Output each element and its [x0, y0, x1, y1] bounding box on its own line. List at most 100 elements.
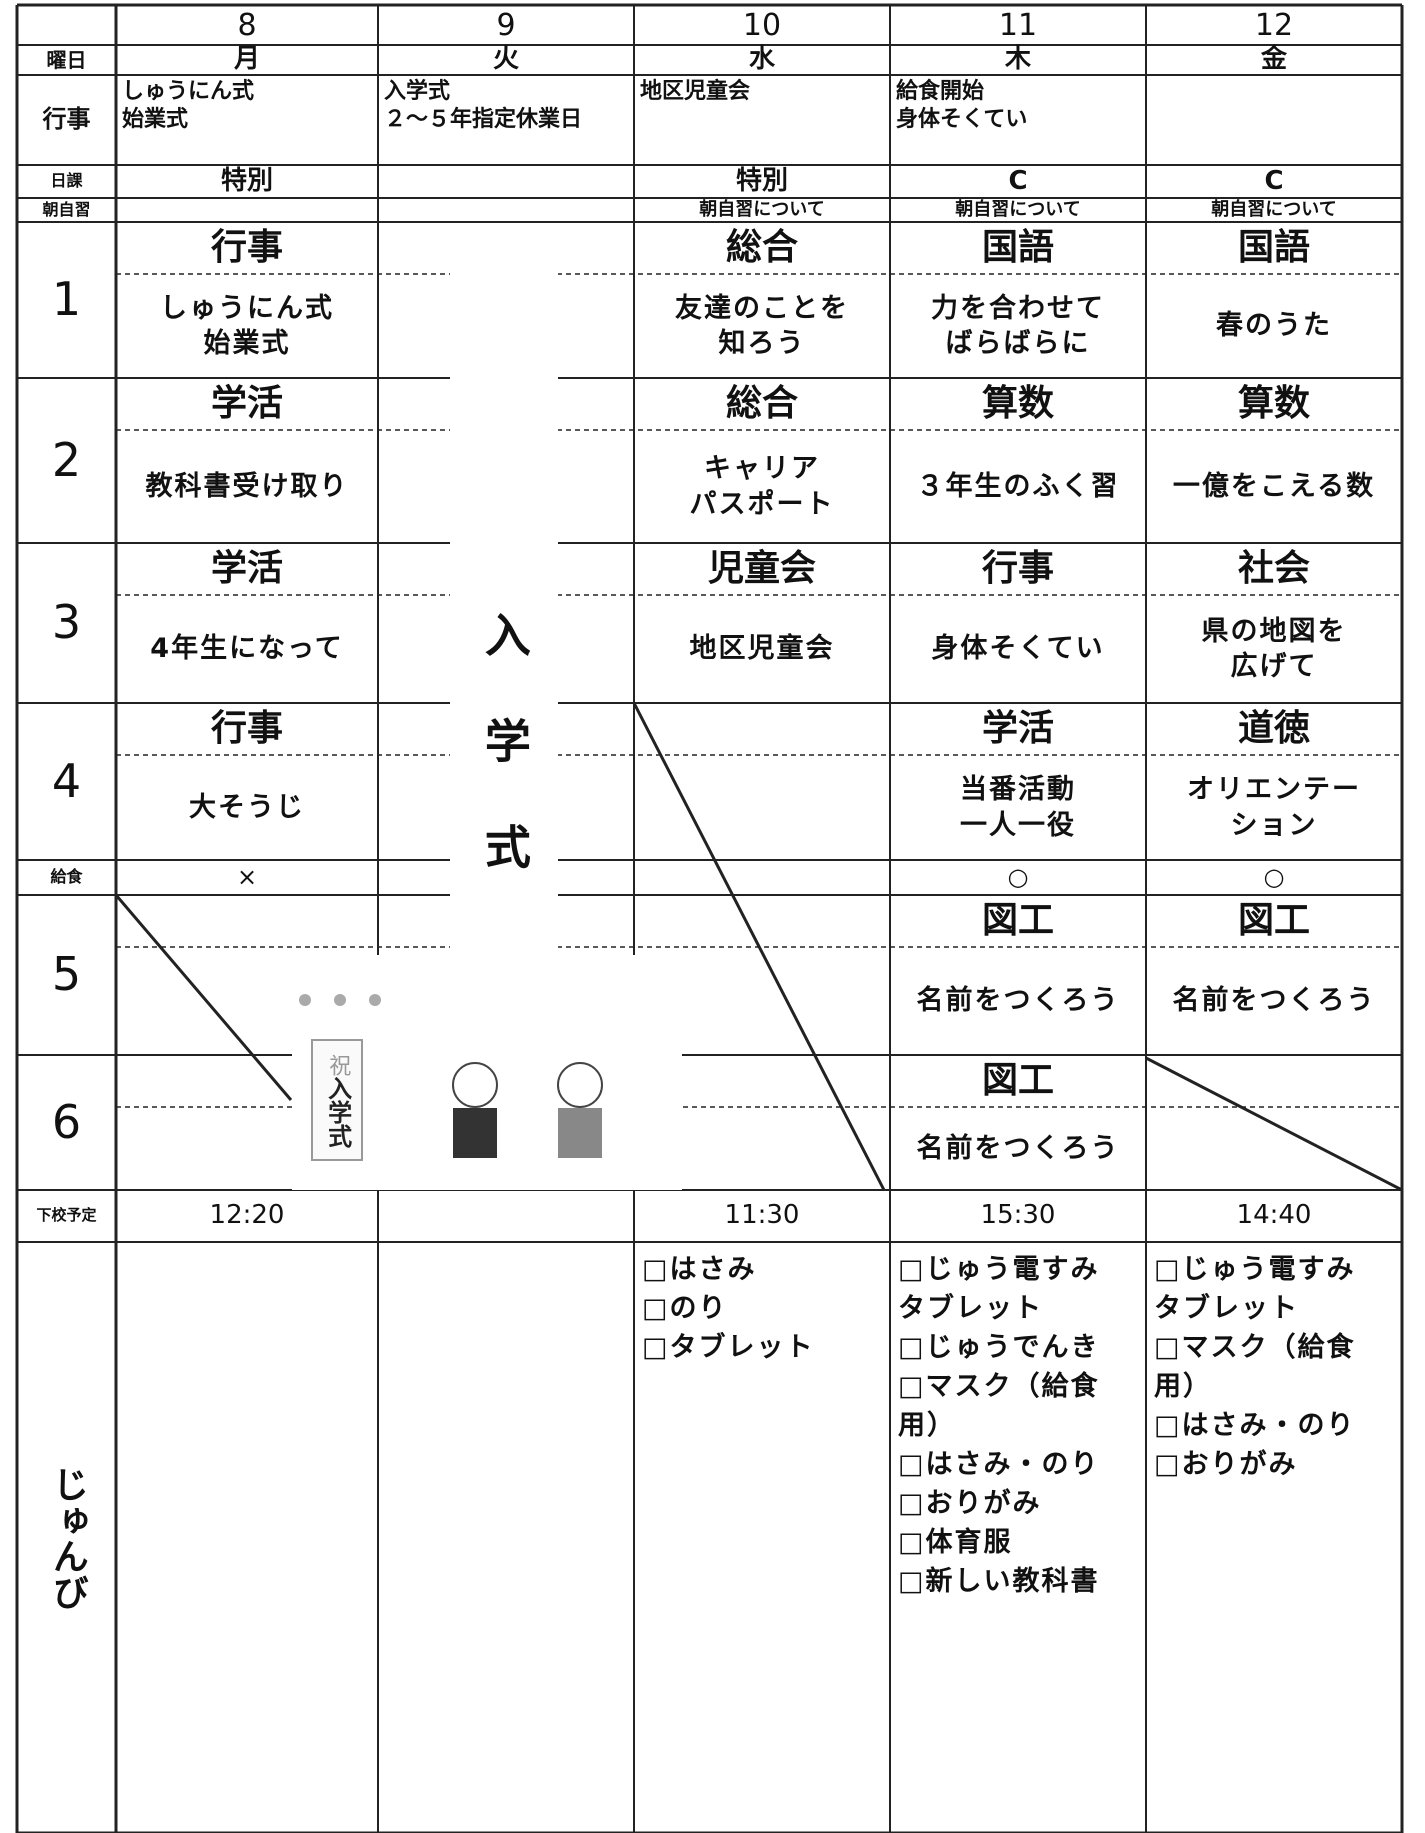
- content-text: 友達のことを: [675, 292, 849, 324]
- decoration: [299, 994, 311, 1006]
- events-label: 行事: [42, 105, 91, 134]
- morning-study-cell: 朝自習について: [634, 198, 890, 222]
- subject: 算数: [981, 382, 1054, 424]
- schedule-cell: 特別: [116, 165, 378, 198]
- content-text: パスポート: [689, 488, 835, 520]
- subject-cell: 図工: [890, 895, 1146, 947]
- date-cell: 8: [116, 5, 378, 45]
- lunch-label: 給食: [50, 867, 83, 887]
- weekday: 月: [233, 44, 260, 75]
- date-cell: 9: [378, 5, 634, 45]
- event-text: 地区児童会: [640, 79, 751, 104]
- child-body: [453, 1108, 497, 1158]
- subject: 学活: [981, 707, 1054, 749]
- period-number-cell: 2: [17, 378, 116, 543]
- content-text: キャリア: [704, 453, 820, 485]
- content-text: 県の地図を: [1201, 615, 1347, 647]
- prep-item: □はさみ: [642, 1254, 757, 1285]
- prep-item: □タブレット: [642, 1332, 815, 1363]
- date: 12: [1254, 7, 1294, 43]
- content-cell: 当番活動 一人一役: [890, 755, 1146, 860]
- prep-item: □体育服: [898, 1527, 1013, 1558]
- dismissal-cell: 12:20: [116, 1190, 378, 1242]
- dismissal-cell: 14:40: [1146, 1190, 1402, 1242]
- sign-text: 祝: [325, 1054, 351, 1076]
- content-cell: しゅうにん式 始業式: [116, 274, 378, 378]
- subject-cell: 算数: [1146, 378, 1402, 430]
- content-text: 名前をつくろう: [916, 1132, 1120, 1164]
- content-text: 春のうた: [1216, 310, 1332, 342]
- schedule-cell: C: [1146, 165, 1402, 198]
- event-text: しゅうにん式: [122, 79, 255, 104]
- subject: 図工: [1237, 899, 1310, 941]
- morning-study-cell: 朝自習について: [1146, 198, 1402, 222]
- events-label-cell: 行事: [17, 75, 116, 165]
- subject-cell: 学活: [116, 543, 378, 595]
- period-number: 4: [51, 753, 82, 808]
- subject-cell: 図工: [1146, 895, 1402, 947]
- event-text: 入学式: [384, 79, 451, 104]
- subject: 行事: [210, 226, 283, 268]
- prep-cell: □はさみ □のり □タブレット: [642, 1250, 888, 1820]
- content-text: 身体そくてい: [931, 633, 1105, 665]
- prep-item: □おりがみ: [1154, 1449, 1298, 1480]
- dismissal: 12:20: [209, 1200, 285, 1231]
- subject-cell: 算数: [890, 378, 1146, 430]
- events-cell: 入学式 ２～５年指定休業日: [384, 78, 630, 163]
- morning-label: 朝自習: [42, 199, 91, 219]
- prep-item: □じゅう電すみ: [898, 1254, 1100, 1285]
- subject-cell: 行事: [116, 703, 378, 755]
- date: 8: [237, 7, 257, 43]
- weekday: 水: [748, 44, 775, 75]
- child-head: [452, 1062, 498, 1108]
- period-number-cell: 3: [17, 543, 116, 703]
- banner-text-cell: 入学式: [450, 560, 558, 980]
- schedule: C: [1008, 165, 1028, 196]
- prep-item: 用）: [1154, 1371, 1212, 1402]
- morning-label-cell: 朝自習: [17, 198, 116, 222]
- sign-board: [311, 1039, 363, 1161]
- subject-cell: 社会: [1146, 543, 1402, 595]
- schedule-label-cell: 日課: [17, 165, 116, 198]
- decoration: [369, 994, 381, 1006]
- content-cell: 地区児童会: [634, 595, 890, 703]
- subject: 国語: [1237, 226, 1310, 268]
- subject-cell: 図工: [890, 1055, 1146, 1107]
- content-text: 大そうじ: [189, 791, 305, 823]
- prep-item: □じゅう電すみ: [1154, 1254, 1356, 1285]
- content-cell: 4年生になって: [116, 595, 378, 703]
- subject: 行事: [981, 547, 1054, 589]
- subject: 学活: [210, 547, 283, 589]
- period-number: 3: [51, 595, 82, 650]
- prep-item: □マスク（給食: [1154, 1332, 1356, 1363]
- prep-cell: □じゅう電すみ タブレット □じゅうでんき □マスク（給食 用） □はさみ・のり □おりがみ…: [898, 1250, 1144, 1820]
- lunch-cell: ○: [1146, 860, 1402, 895]
- weekday-cell: 火: [378, 44, 634, 75]
- events-cell: しゅうにん式 始業式: [122, 78, 374, 163]
- subject-cell: 総合: [634, 378, 890, 430]
- weekday-cell: 水: [634, 44, 890, 75]
- content-cell: 名前をつくろう: [890, 1107, 1146, 1190]
- prep-item: タブレット: [1154, 1293, 1299, 1324]
- lunch: ○: [1007, 862, 1029, 891]
- content-text: オリエンテー: [1187, 774, 1361, 806]
- content-cell: 名前をつくろう: [1146, 947, 1402, 1055]
- lunch: ○: [1263, 862, 1285, 891]
- period-number: 2: [51, 432, 82, 487]
- weekday: 火: [492, 44, 519, 75]
- subject-cell: 国語: [1146, 222, 1402, 274]
- prep-label-cell: じゅんび: [17, 1242, 116, 1833]
- date-cell: 10: [634, 5, 890, 45]
- weekday-cell: 金: [1146, 44, 1402, 75]
- schedule-cell: 特別: [634, 165, 890, 198]
- weekday: 金: [1260, 44, 1287, 75]
- lunch-cell: ○: [890, 860, 1146, 895]
- event-text: 給食開始: [896, 79, 985, 104]
- content-cell: 身体そくてい: [890, 595, 1146, 703]
- period-number: 1: [51, 272, 82, 327]
- content-text: 一人一役: [960, 809, 1076, 841]
- subject-cell: 行事: [890, 543, 1146, 595]
- lunch: ×: [236, 862, 258, 891]
